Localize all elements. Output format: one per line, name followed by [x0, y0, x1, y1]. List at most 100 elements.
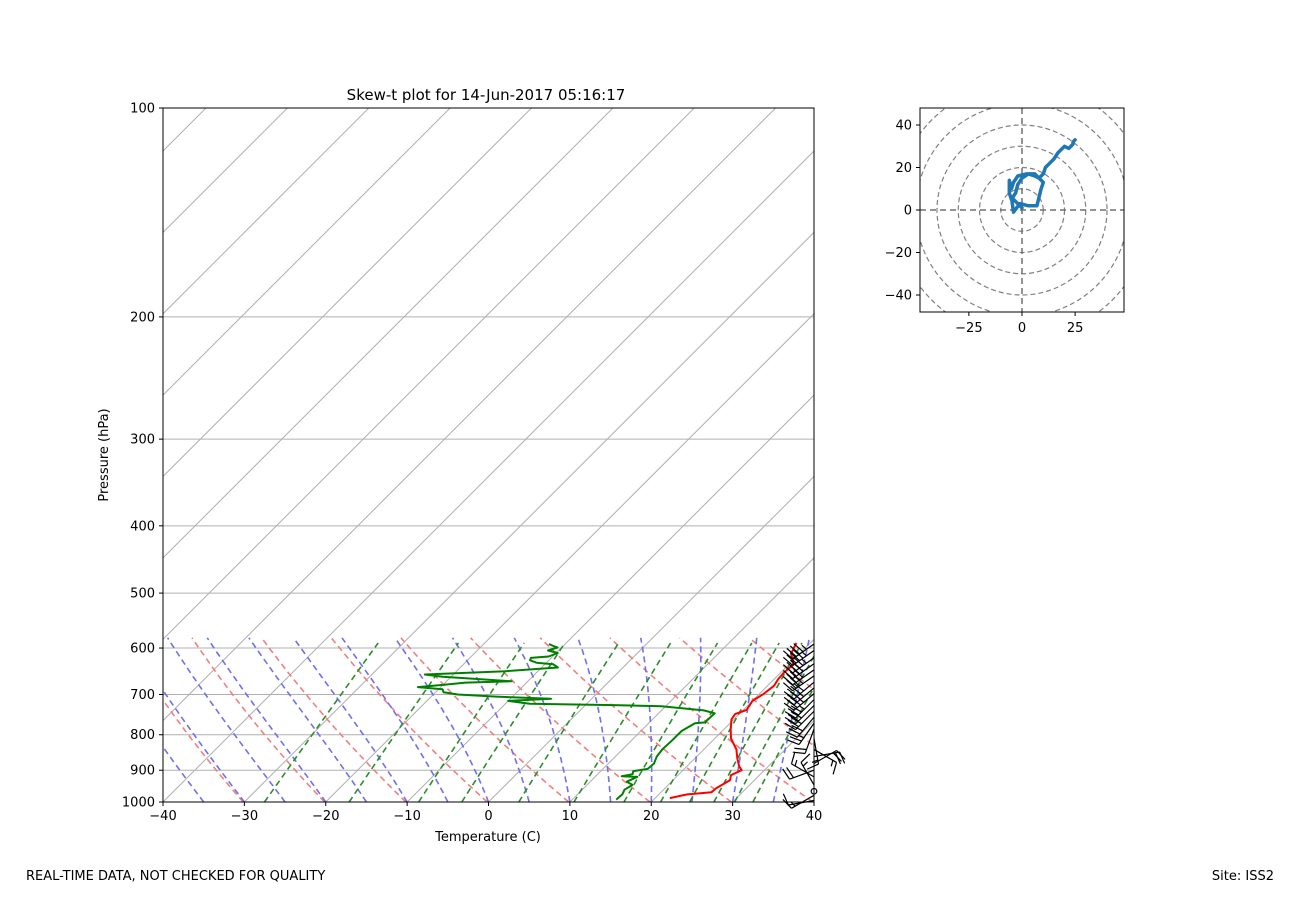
wind-barb — [784, 705, 815, 725]
isotherm-line — [163, 108, 614, 559]
isotherm-line — [488, 475, 814, 802]
moist-adiabat-line — [513, 637, 571, 802]
hodograph-ring — [936, 124, 1108, 296]
isotherm-line — [163, 108, 288, 234]
hodograph-plot: −25 0 25 40 20 0 −20 −40 — [885, 107, 1125, 336]
dry-adiabat-line — [1028, 638, 1300, 802]
wind-barbs — [782, 643, 846, 809]
dry-adiabat-line — [609, 637, 814, 802]
hodograph-y-tick-label: 20 — [895, 161, 912, 176]
pressure-axis-ticks: 100 200 300 400 500 600 700 800 900 1000 — [122, 102, 163, 811]
x-tick-label: −30 — [231, 809, 258, 824]
y-tick-label: 1000 — [122, 796, 155, 811]
isotherm-line — [163, 108, 776, 722]
dry-adiabat-line — [400, 637, 570, 802]
isotherm-line — [163, 108, 451, 396]
dry-adiabat-line — [191, 637, 326, 802]
wind-barb — [785, 716, 815, 738]
wind-barb — [800, 753, 815, 786]
dry-adiabat-line — [819, 638, 1057, 802]
dry-adiabat-line — [330, 637, 488, 802]
y-tick-label: 400 — [130, 519, 155, 534]
x-tick-label: −20 — [312, 809, 339, 824]
wind-barb — [782, 793, 815, 806]
mixing-ratio-line — [733, 654, 814, 802]
moist-adiabat-line — [639, 637, 653, 802]
wind-barb — [784, 710, 815, 731]
isotherm-line — [163, 108, 695, 640]
dry-adiabat-line — [1167, 638, 1300, 802]
mixing-ratio-lines — [263, 642, 814, 802]
hodograph-crosshair — [920, 108, 1124, 312]
wind-barb — [782, 649, 815, 666]
wind-barb — [784, 699, 815, 719]
mixing-ratio-line — [348, 642, 460, 802]
wind-barb — [787, 722, 815, 746]
dry-adiabat-line — [163, 698, 244, 802]
isotherm-line — [569, 557, 814, 802]
dry-adiabat-line — [748, 637, 814, 691]
y-tick-label: 100 — [130, 102, 155, 117]
moist-adiabat-line — [206, 637, 327, 802]
sounding-series — [416, 642, 798, 801]
isotherm-line — [650, 638, 814, 802]
dry-adiabat-line — [1237, 638, 1300, 802]
wind-barb — [790, 751, 815, 778]
mixing-ratio-line — [573, 642, 672, 802]
wind-barb — [783, 693, 815, 711]
isotherm-line — [163, 108, 370, 315]
mixing-ratio-line — [752, 685, 814, 802]
moist-adiabat-line — [166, 637, 286, 802]
mixing-ratio-line — [688, 642, 780, 802]
isotherm-line — [163, 108, 532, 478]
x-tick-label: 10 — [562, 809, 579, 824]
moist-adiabat-lines — [163, 637, 814, 802]
dry-adiabat-line — [539, 637, 732, 802]
dry-adiabat-line — [889, 638, 1139, 802]
dry-adiabat-line — [1097, 638, 1300, 802]
dry-adiabat-line — [260, 637, 407, 802]
isotherm-lines — [0, 108, 814, 802]
dewpoint-trace — [416, 643, 716, 801]
x-tick-label: 20 — [643, 809, 660, 824]
mixing-ratio-line — [713, 642, 803, 802]
quality-disclaimer: REAL-TIME DATA, NOT CHECKED FOR QUALITY — [26, 869, 326, 884]
temperature-axis-ticks: −40 −30 −20 −10 0 10 20 30 40 — [149, 802, 822, 824]
hodograph-y-tick-label: −20 — [885, 246, 912, 261]
x-tick-label: 30 — [724, 809, 741, 824]
y-tick-label: 900 — [130, 764, 155, 779]
x-axis-label: Temperature (C) — [434, 830, 541, 845]
wind-barb — [782, 674, 815, 692]
wind-barb — [813, 749, 846, 764]
isotherm-line — [325, 313, 814, 802]
y-tick-label: 200 — [130, 310, 155, 325]
hodograph-y-ticks: 40 20 0 −20 −40 — [885, 119, 920, 304]
isotherm-line — [732, 719, 814, 802]
moist-adiabat-line — [341, 637, 449, 802]
mixing-ratio-line — [623, 642, 719, 802]
moist-adiabat-line — [577, 637, 612, 802]
isotherm-line — [0, 108, 43, 802]
chart-title: Skew-t plot for 14-Jun-2017 05:16:17 — [347, 86, 626, 104]
y-tick-label: 800 — [130, 728, 155, 743]
wind-barb — [813, 748, 838, 775]
x-tick-label: −10 — [393, 809, 420, 824]
isotherm-line — [244, 231, 814, 802]
y-tick-label: 300 — [130, 433, 155, 448]
wind-barb — [782, 767, 815, 780]
isotherm-line — [163, 150, 814, 802]
hodograph-x-tick-label: −25 — [955, 321, 982, 336]
hodograph-y-tick-label: −40 — [885, 289, 912, 304]
y-axis-label: Pressure (hPa) — [97, 408, 112, 501]
y-tick-label: 700 — [130, 688, 155, 703]
mixing-ratio-line — [461, 642, 566, 802]
moist-adiabat-line — [394, 637, 490, 802]
y-tick-label: 600 — [130, 642, 155, 657]
hodograph-x-ticks: −25 0 25 — [955, 312, 1083, 336]
hodograph-trace — [1007, 138, 1077, 214]
mixing-ratio-line — [518, 642, 620, 802]
hodograph-x-tick-label: 25 — [1067, 321, 1084, 336]
x-tick-label: 40 — [806, 809, 823, 824]
x-tick-label: 0 — [484, 809, 492, 824]
